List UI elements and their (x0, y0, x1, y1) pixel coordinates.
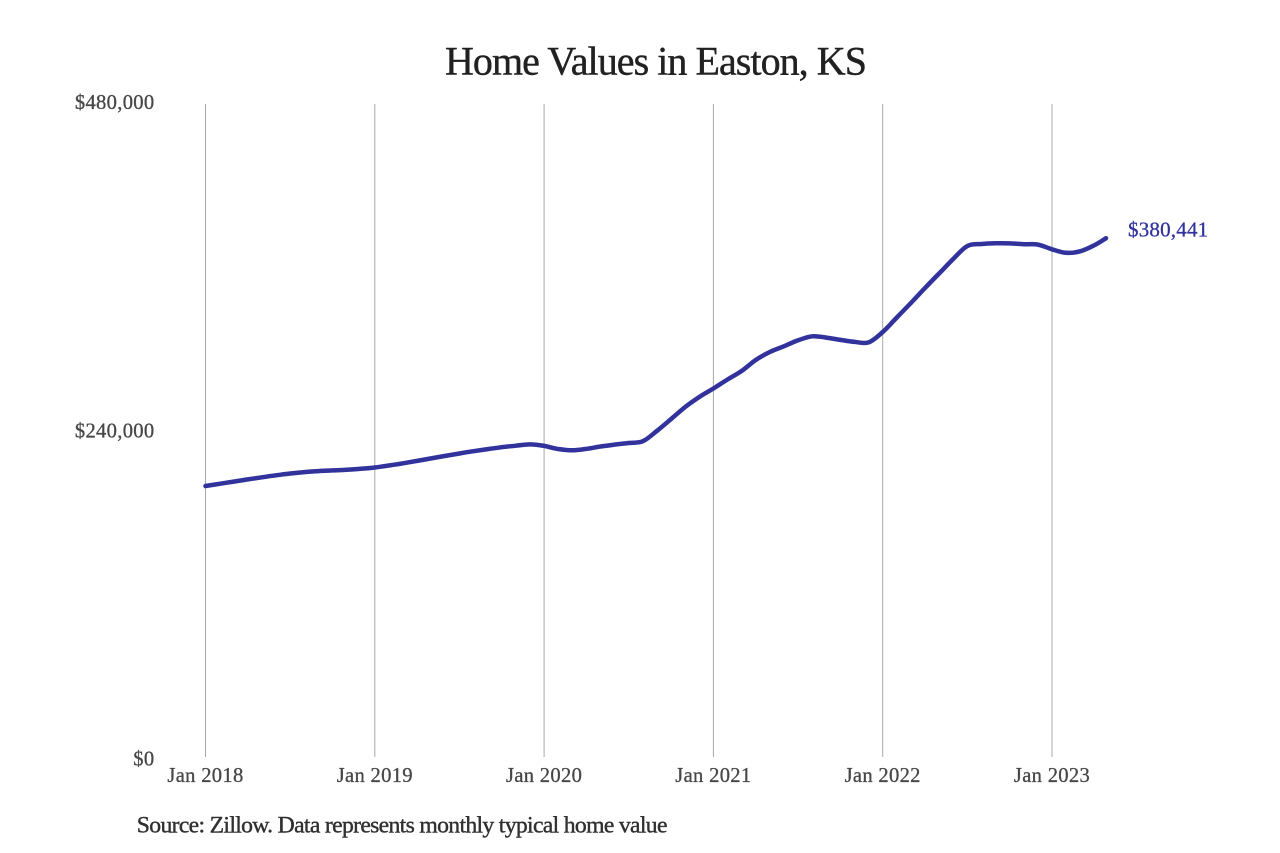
svg-text:Jan 2021: Jan 2021 (675, 765, 751, 787)
svg-text:Jan 2018: Jan 2018 (167, 765, 243, 787)
svg-text:Home Values in Easton, KS: Home Values in Easton, KS (445, 39, 866, 84)
svg-text:Jan 2020: Jan 2020 (506, 765, 582, 787)
svg-text:Source: Zillow. Data represent: Source: Zillow. Data represents monthly … (137, 813, 667, 839)
svg-text:$480,000: $480,000 (75, 92, 155, 114)
svg-text:Jan 2019: Jan 2019 (337, 765, 413, 787)
svg-text:Jan 2022: Jan 2022 (845, 765, 921, 787)
svg-text:$240,000: $240,000 (75, 420, 155, 442)
svg-text:$0: $0 (133, 749, 154, 771)
svg-text:Jan 2023: Jan 2023 (1014, 765, 1090, 787)
svg-text:$380,441: $380,441 (1128, 218, 1208, 242)
